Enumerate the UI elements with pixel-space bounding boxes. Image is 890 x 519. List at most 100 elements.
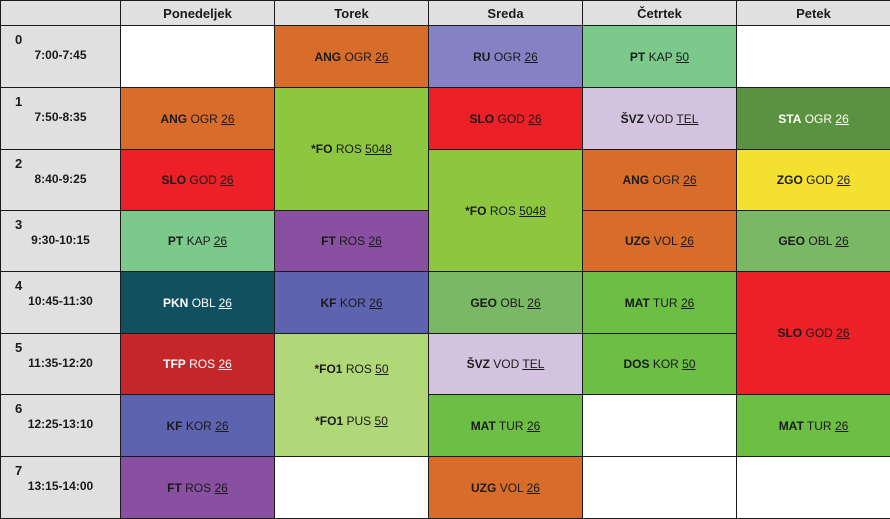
lesson-cell: MAT TUR 26 [428, 394, 583, 457]
lesson-cell: UZG VOL 26 [428, 456, 583, 519]
lesson-room: 26 [214, 480, 228, 495]
lesson-teacher: PUS [346, 414, 372, 428]
lesson-cell: ANG OGR 26 [582, 149, 737, 211]
lesson-cell: SLO GOD 26 [120, 149, 275, 211]
empty-slot [582, 456, 737, 519]
lesson-cell: MAT TUR 26 [736, 394, 890, 457]
lesson-teacher: TUR [806, 418, 832, 433]
lesson-line: DOS KOR 50 [623, 357, 695, 371]
lesson-room: 26 [368, 234, 382, 248]
lesson-room: 26 [680, 234, 694, 248]
lesson-teacher: OBL [191, 295, 216, 310]
lesson-line: GEO OBL 26 [778, 234, 848, 248]
corner-cell [0, 0, 121, 26]
lesson-line: *FO1 ROS 50 [314, 362, 388, 376]
lesson-subject: *FO [311, 142, 333, 156]
lesson-teacher: GOD [497, 111, 525, 126]
lesson-subject: *FO1 [315, 414, 344, 428]
lesson-teacher: ROS [185, 480, 212, 495]
lesson-teacher: OGR [652, 173, 680, 187]
lesson-subject: FT [321, 234, 336, 248]
period-time: 7:00-7:45 [34, 48, 87, 62]
lesson-line: ANG OGR 26 [160, 112, 234, 126]
lesson-room: 26 [683, 173, 697, 187]
lesson-room: 26 [524, 49, 538, 64]
lesson-line: UZG VOL 26 [625, 234, 694, 248]
lesson-cell: PKN OBL 26 [120, 271, 275, 334]
period-label: 5 11:35-12:20 [0, 333, 121, 395]
lesson-teacher: OGR [493, 49, 522, 64]
lesson-subject: ANG [160, 111, 188, 126]
lesson-subject: STA [778, 111, 802, 126]
lesson-subject: FT [167, 480, 182, 495]
lesson-cell: KF KOR 26 [274, 271, 429, 334]
lesson-line: *FO ROS 5048 [465, 204, 546, 218]
lesson-line: PT KAP 50 [630, 50, 689, 64]
lesson-room: 26 [213, 234, 228, 248]
lesson-teacher: TUR [498, 418, 524, 433]
lesson-room: 50 [682, 357, 696, 371]
lesson-cell: KF KOR 26 [120, 394, 275, 457]
lesson-subject: PKN [163, 295, 189, 310]
lesson-room: 5048 [365, 142, 392, 156]
lesson-room: 26 [835, 234, 849, 248]
lesson-line: ZGO GOD 26 [777, 173, 850, 187]
lesson-cell: STA OGR 26 [736, 87, 890, 150]
day-header: Četrtek [582, 0, 737, 26]
period-number: 6 [15, 401, 23, 416]
empty-slot [120, 25, 275, 88]
lesson-room: 26 [218, 295, 232, 310]
period-label: 1 7:50-8:35 [0, 87, 121, 150]
period-label: 0 7:00-7:45 [0, 25, 121, 88]
lesson-teacher: OBL [808, 234, 832, 248]
lesson-line: FT ROS 26 [321, 234, 382, 248]
lesson-subject: ŠVZ [620, 111, 644, 126]
lesson-subject: ANG [314, 49, 342, 64]
lesson-subject: KF [166, 418, 183, 433]
lesson-cell: PT KAP 26 [120, 210, 275, 272]
lesson-teacher: VOL [499, 480, 524, 495]
lesson-cell: ANG OGR 26 [274, 25, 429, 88]
lesson-room: 26 [836, 173, 851, 187]
lesson-room: 26 [221, 111, 235, 126]
lesson-subject: GEO [470, 295, 498, 310]
lesson-line: ANG OGR 26 [314, 50, 388, 64]
lesson-teacher: ROS [335, 142, 362, 156]
period-number: 3 [15, 217, 23, 232]
lesson-line: MAT TUR 26 [471, 419, 541, 433]
lesson-subject: UZG [625, 234, 651, 248]
lesson-line: FT ROS 26 [167, 481, 228, 495]
lesson-room: 26 [836, 326, 850, 340]
lesson-teacher: ROS [489, 203, 516, 218]
lesson-subject: RU [473, 49, 491, 64]
lesson-room: TEL [522, 357, 545, 371]
lesson-subject: ANG [622, 173, 650, 187]
lesson-line: UZG VOL 26 [471, 481, 540, 495]
lesson-teacher: KOR [652, 357, 679, 371]
lesson-line: PT KAP 26 [168, 234, 227, 248]
empty-slot [274, 456, 429, 519]
lesson-cell: UZG VOL 26 [582, 210, 737, 272]
lesson-room: 26 [375, 49, 389, 64]
period-label: 4 10:45-11:30 [0, 271, 121, 334]
lesson-teacher: KAP [186, 234, 211, 248]
lesson-line: SLO GOD 26 [777, 326, 849, 340]
lesson-teacher: OGR [344, 49, 372, 64]
lesson-cell: ŠVZ VOD TEL [582, 87, 737, 150]
lesson-cell: FT ROS 26 [120, 456, 275, 519]
lesson-teacher: OBL [500, 295, 524, 310]
period-time: 7:50-8:35 [34, 110, 87, 124]
lesson-teacher: ROS [189, 357, 216, 371]
lesson-cell: SLO GOD 26 [736, 271, 890, 395]
period-time: 12:25-13:10 [27, 417, 94, 431]
period-time: 10:45-11:30 [28, 294, 93, 308]
lesson-subject: PT [167, 234, 184, 248]
period-number: 1 [15, 94, 23, 109]
lesson-cell: *FO1 ROS 50 *FO1 PUS 50 [274, 333, 429, 457]
lesson-cell: ŠVZ VOD TEL [428, 333, 583, 395]
lesson-cell: *FO ROS 5048 [274, 87, 429, 211]
lesson-teacher: VOD [647, 111, 674, 126]
lesson-line: MAT TUR 26 [625, 296, 695, 310]
lesson-subject: MAT [624, 295, 650, 310]
